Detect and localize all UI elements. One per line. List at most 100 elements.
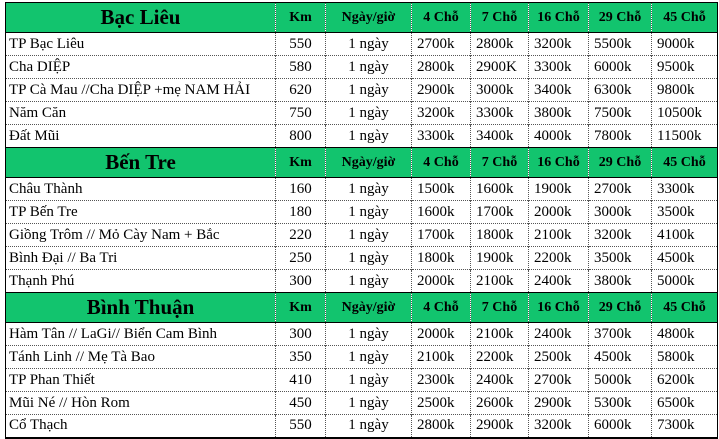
duration-cell: 1 ngày	[325, 368, 412, 392]
price-cell: 2400k	[470, 368, 529, 392]
price-cell: 2100k	[470, 269, 529, 293]
column-header-45-cho: 45 Chỗ	[651, 147, 718, 178]
price-cell: 2600k	[470, 391, 529, 415]
km-cell: 550	[275, 414, 326, 438]
destination-cell: Cổ Thạch	[5, 414, 276, 438]
price-cell: 3000k	[588, 200, 652, 224]
column-header-4-cho: 4 Chỗ	[411, 2, 471, 33]
price-table-body: Bạc Liêu Km Ngày/giờ 4 Chỗ 7 Chỗ 16 Chỗ …	[5, 2, 718, 438]
destination-cell: Hàm Tân // LaGi// Biển Cam Bình	[5, 322, 276, 346]
km-cell: 750	[275, 101, 326, 125]
km-cell: 180	[275, 200, 326, 224]
price-cell: 4500k	[588, 345, 652, 369]
km-cell: 350	[275, 345, 326, 369]
table-row: Thạnh Phú 300 1 ngày 2000k 2100k 2400k 3…	[5, 269, 718, 293]
price-cell: 3200k	[588, 223, 652, 247]
price-cell: 10500k	[651, 101, 718, 125]
km-cell: 620	[275, 78, 326, 102]
km-cell: 580	[275, 55, 326, 79]
price-cell: 4500k	[651, 246, 718, 270]
price-cell: 2200k	[528, 246, 589, 270]
destination-cell: Bình Đại // Ba Tri	[5, 246, 276, 270]
price-cell: 3000k	[470, 78, 529, 102]
km-cell: 160	[275, 177, 326, 201]
price-cell: 7800k	[588, 124, 652, 148]
column-header-ngay-gio: Ngày/giờ	[325, 292, 412, 323]
column-header-7-cho: 7 Chỗ	[470, 292, 529, 323]
price-cell: 7300k	[651, 414, 718, 438]
price-cell: 2800k	[411, 55, 471, 79]
destination-cell: TP Bạc Liêu	[5, 32, 276, 56]
price-cell: 3500k	[588, 246, 652, 270]
price-cell: 2000k	[528, 200, 589, 224]
price-cell: 1600k	[470, 177, 529, 201]
price-cell: 1800k	[411, 246, 471, 270]
duration-cell: 1 ngày	[325, 124, 412, 148]
price-cell: 9800k	[651, 78, 718, 102]
price-cell: 2100k	[528, 223, 589, 247]
column-header-45-cho: 45 Chỗ	[651, 2, 718, 33]
table-row: Giồng Trôm // Mỏ Cày Nam + Bắc 220 1 ngà…	[5, 223, 718, 247]
price-cell: 5000k	[588, 368, 652, 392]
price-cell: 2800k	[470, 32, 529, 56]
column-header-km: Km	[275, 2, 326, 33]
price-cell: 3300k	[411, 124, 471, 148]
km-cell: 300	[275, 269, 326, 293]
price-cell: 3400k	[528, 78, 589, 102]
km-cell: 450	[275, 391, 326, 415]
table-row: Năm Căn 750 1 ngày 3200k 3300k 3800k 750…	[5, 101, 718, 125]
price-cell: 6000k	[588, 55, 652, 79]
price-cell: 3500k	[651, 200, 718, 224]
section-title: Bình Thuận	[5, 292, 276, 323]
destination-cell: Thạnh Phú	[5, 269, 276, 293]
price-cell: 6500k	[651, 391, 718, 415]
column-header-29-cho: 29 Chỗ	[588, 292, 652, 323]
price-cell: 4800k	[651, 322, 718, 346]
price-cell: 1600k	[411, 200, 471, 224]
price-cell: 4100k	[651, 223, 718, 247]
price-cell: 1900k	[470, 246, 529, 270]
table-row: Châu Thành 160 1 ngày 1500k 1600k 1900k …	[5, 177, 718, 201]
price-cell: 4000k	[528, 124, 589, 148]
km-cell: 800	[275, 124, 326, 148]
column-header-29-cho: 29 Chỗ	[588, 147, 652, 178]
table-row: Hàm Tân // LaGi// Biển Cam Bình 300 1 ng…	[5, 322, 718, 346]
price-cell: 3200k	[528, 32, 589, 56]
column-header-ngay-gio: Ngày/giờ	[325, 147, 412, 178]
duration-cell: 1 ngày	[325, 246, 412, 270]
price-cell: 6000k	[588, 414, 652, 438]
column-header-4-cho: 4 Chỗ	[411, 292, 471, 323]
column-header-ngay-gio: Ngày/giờ	[325, 2, 412, 33]
destination-cell: Giồng Trôm // Mỏ Cày Nam + Bắc	[5, 223, 276, 247]
km-cell: 410	[275, 368, 326, 392]
table-row: Cha DIỆP 580 1 ngày 2800k 2900K 3300k 60…	[5, 55, 718, 79]
section-header-row: Bạc Liêu Km Ngày/giờ 4 Chỗ 7 Chỗ 16 Chỗ …	[5, 2, 718, 33]
duration-cell: 1 ngày	[325, 391, 412, 415]
destination-cell: Tánh Linh // Mẹ Tà Bao	[5, 345, 276, 369]
price-table: Bạc Liêu Km Ngày/giờ 4 Chỗ 7 Chỗ 16 Chỗ …	[5, 2, 718, 439]
price-cell: 2700k	[411, 32, 471, 56]
duration-cell: 1 ngày	[325, 345, 412, 369]
price-cell: 9000k	[651, 32, 718, 56]
table-row: Bình Đại // Ba Tri 250 1 ngày 1800k 1900…	[5, 246, 718, 270]
destination-cell: TP Cà Mau //Cha DIỆP +mẹ NAM HẢI	[5, 78, 276, 102]
section-title: Bạc Liêu	[5, 2, 276, 33]
price-cell: 2900k	[411, 78, 471, 102]
price-cell: 2000k	[411, 322, 471, 346]
price-cell: 2500k	[528, 345, 589, 369]
price-cell: 2900k	[470, 414, 529, 438]
destination-cell: Châu Thành	[5, 177, 276, 201]
column-header-4-cho: 4 Chỗ	[411, 147, 471, 178]
price-cell: 2400k	[528, 322, 589, 346]
duration-cell: 1 ngày	[325, 177, 412, 201]
section-header-row: Bến Tre Km Ngày/giờ 4 Chỗ 7 Chỗ 16 Chỗ 2…	[5, 147, 718, 178]
duration-cell: 1 ngày	[325, 414, 412, 438]
destination-cell: Năm Căn	[5, 101, 276, 125]
destination-cell: Đất Mũi	[5, 124, 276, 148]
duration-cell: 1 ngày	[325, 200, 412, 224]
price-cell: 6300k	[588, 78, 652, 102]
price-cell: 5300k	[588, 391, 652, 415]
duration-cell: 1 ngày	[325, 101, 412, 125]
price-cell: 1700k	[470, 200, 529, 224]
